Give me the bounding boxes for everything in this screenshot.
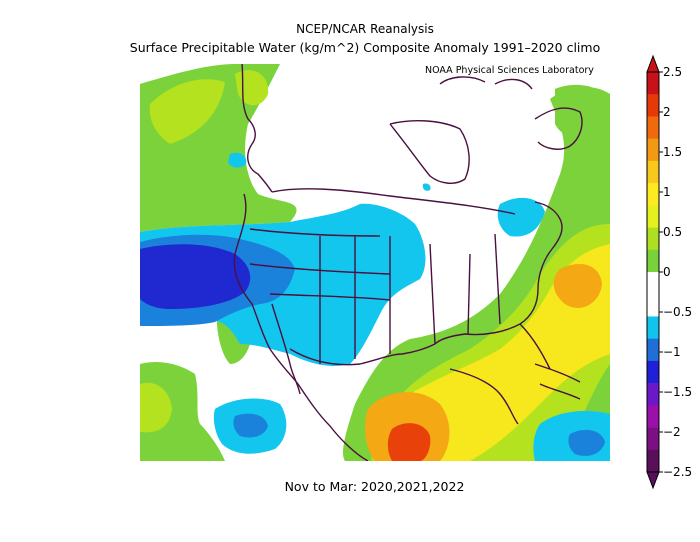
chart-title: NCEP/NCAR Reanalysis bbox=[296, 22, 434, 36]
colorbar-tick-label: −0.5 bbox=[663, 305, 692, 319]
colorbar-swatch bbox=[647, 249, 659, 273]
positive-anomaly-region-ne-canada bbox=[555, 84, 603, 136]
colorbar-tick-label: −2.5 bbox=[663, 465, 692, 479]
positive-anomaly-region-yellowgreen-nw bbox=[149, 79, 225, 144]
credit-label: NOAA Physical Sciences Laboratory bbox=[425, 65, 594, 76]
colorbar-tick-label: 1 bbox=[663, 185, 671, 199]
colorbar-swatch bbox=[647, 94, 659, 117]
colorbar-swatch bbox=[647, 427, 659, 451]
positive-anomaly-region-orange-atlantic bbox=[553, 264, 602, 308]
colorbar-tick-label: 0.5 bbox=[663, 225, 682, 239]
colorbar-swatch bbox=[647, 227, 659, 251]
negative-anomaly-region-hudson bbox=[422, 183, 431, 191]
colorbar-tick-label: −2 bbox=[663, 425, 681, 439]
colorbar-swatch bbox=[647, 449, 659, 473]
colorbar-swatch bbox=[647, 272, 659, 295]
colorbar-tick-label: −1.5 bbox=[663, 385, 692, 399]
negative-anomaly-region-pacific-south-medium bbox=[233, 413, 268, 438]
chart-subtitle: Surface Precipitable Water (kg/m^2) Comp… bbox=[129, 40, 601, 55]
colorbar-tick-label: 2.5 bbox=[663, 65, 682, 79]
anomaly-map bbox=[140, 64, 610, 461]
positive-anomaly-region-sw bbox=[140, 362, 225, 461]
negative-anomaly-region-caribbean-medium bbox=[568, 429, 605, 456]
colorbar-swatch bbox=[647, 316, 659, 339]
colorbar-swatch bbox=[647, 405, 659, 428]
coastlines bbox=[233, 64, 583, 461]
negative-anomaly-region-ne-us bbox=[497, 197, 545, 237]
colorbar-tick-label: 2 bbox=[663, 105, 671, 119]
colorbar-arrow-bottom bbox=[646, 471, 660, 490]
colorbar-tick-label: 0 bbox=[663, 265, 671, 279]
colorbar-tick-label: 1.5 bbox=[663, 145, 682, 159]
positive-anomaly-region-gulf-red bbox=[387, 423, 431, 461]
date-range-label: Nov to Mar: 2020,2021,2022 bbox=[284, 479, 465, 494]
colorbar-swatch bbox=[647, 72, 659, 95]
colorbar-swatch bbox=[647, 338, 659, 362]
colorbar-arrow-top bbox=[646, 54, 660, 73]
negative-anomaly-region-west-dark bbox=[140, 244, 251, 309]
colorbar-swatch bbox=[647, 360, 659, 384]
colorbar-swatch bbox=[647, 294, 659, 317]
colorbar-swatch bbox=[647, 116, 659, 139]
colorbar-swatch bbox=[647, 183, 659, 206]
positive-anomaly-region-sw-yellow bbox=[140, 382, 172, 433]
negative-anomaly-region-alaska bbox=[228, 152, 247, 168]
colorbar-tick-label: −1 bbox=[663, 345, 681, 359]
colorbar-swatch bbox=[647, 160, 659, 184]
colorbar-swatch bbox=[647, 383, 659, 406]
colorbar-swatch bbox=[647, 205, 659, 228]
colorbar: 2.5 2 1.5 1 0.5 0 −0.5 −1 −1.5 −2 −2.5 bbox=[640, 50, 700, 495]
colorbar-swatch bbox=[647, 138, 659, 162]
